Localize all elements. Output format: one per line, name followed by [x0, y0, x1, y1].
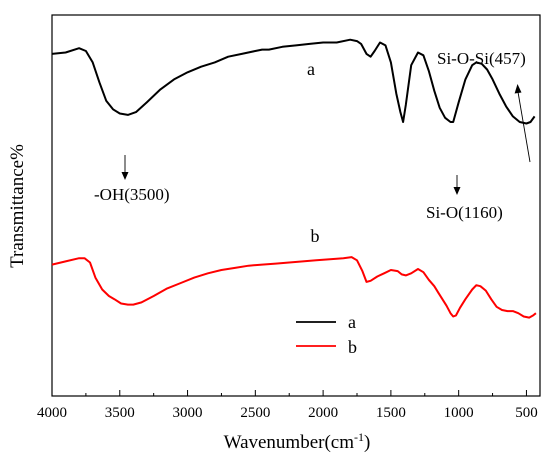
series-a-letter: a [307, 59, 315, 79]
y-axis-title: Transmittance% [7, 144, 28, 268]
series-line-b [51, 256, 537, 319]
oh-annotation: -OH(3500) [94, 185, 170, 204]
siosi-arrow-head [514, 84, 522, 94]
x-tick-label-1500: 1500 [376, 405, 406, 421]
siosi-annotation: Si-O-Si(457) [437, 49, 526, 68]
series-line-a [51, 38, 536, 125]
x-axis-title-sup: -1 [354, 430, 364, 444]
x-axis-title-close: ) [364, 432, 370, 453]
sio-annotation: Si-O(1160) [426, 203, 503, 222]
sio-arrow-head [453, 187, 461, 195]
x-tick-layer: 4000 3500 3000 2500 2000 1500 1000 500 [37, 390, 538, 421]
siosi-arrow-line [517, 91, 531, 163]
oh-arrow-head [121, 172, 129, 180]
x-tick-label-3500: 3500 [105, 405, 135, 421]
x-tick-label-4000: 4000 [37, 405, 67, 421]
legend-label-a: a [348, 312, 356, 332]
plot-frame [51, 14, 541, 397]
legend-label-b: b [348, 337, 357, 357]
x-tick-label-1000: 1000 [444, 405, 474, 421]
x-tick-label-2000: 2000 [308, 405, 338, 421]
series-layer [51, 38, 537, 319]
x-axis-title: Wavenumber(cm-1) [224, 430, 371, 453]
x-tick-label-3000: 3000 [173, 405, 203, 421]
x-tick-label-2500: 2500 [240, 405, 270, 421]
series-b-letter: b [311, 226, 320, 246]
x-tick-label-500: 500 [515, 405, 538, 421]
x-axis-title-main: Wavenumber(cm [224, 432, 355, 453]
